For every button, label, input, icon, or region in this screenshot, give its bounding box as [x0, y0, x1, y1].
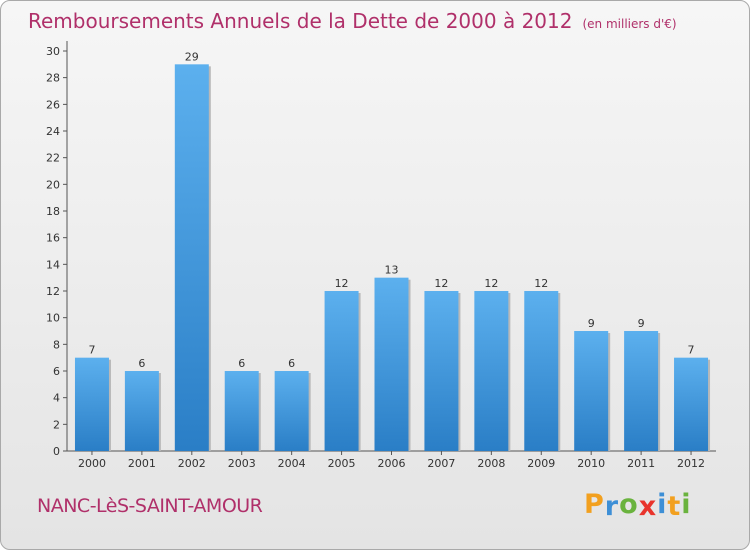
- y-tick-label: 16: [46, 232, 60, 245]
- y-tick-label: 0: [53, 445, 60, 458]
- y-tick-label: 14: [46, 258, 60, 271]
- data-label: 12: [484, 277, 498, 290]
- chart-title: Remboursements Annuels de la Dette de 20…: [28, 9, 573, 33]
- x-tick-label: 2006: [378, 457, 406, 470]
- y-tick-label: 8: [53, 338, 60, 351]
- data-label: 6: [288, 357, 295, 370]
- data-label: 7: [88, 344, 95, 357]
- y-tick-label: 26: [46, 98, 60, 111]
- x-tick-label: 2009: [527, 457, 555, 470]
- y-tick-label: 12: [46, 285, 60, 298]
- bar: [424, 291, 459, 451]
- bar: [474, 291, 509, 451]
- bar: [124, 371, 159, 451]
- y-tick-label: 24: [46, 125, 60, 138]
- bar: [174, 64, 209, 452]
- chart-title-block: Remboursements Annuels de la Dette de 20…: [28, 9, 677, 33]
- x-tick-label: 2001: [128, 457, 156, 470]
- chart-unit: (en milliers d'€): [582, 17, 677, 31]
- bar: [674, 357, 709, 451]
- x-tick-label: 2011: [627, 457, 655, 470]
- logo-letter: t: [667, 491, 682, 522]
- data-label: 12: [434, 277, 448, 290]
- logo-letter: x: [638, 491, 658, 522]
- bar: [74, 357, 109, 451]
- logo-letter: P: [584, 489, 605, 520]
- bar: [574, 331, 609, 451]
- bar: [624, 331, 659, 451]
- y-tick-label: 10: [46, 312, 60, 325]
- logo-letter: o: [619, 489, 639, 520]
- x-tick-label: 2008: [477, 457, 505, 470]
- x-tick-label: 2000: [78, 457, 106, 470]
- logo-letter: i: [657, 489, 668, 520]
- x-tick-label: 2005: [328, 457, 356, 470]
- y-tick-label: 20: [46, 178, 60, 191]
- data-label: 13: [385, 264, 399, 277]
- x-tick-label: 2007: [427, 457, 455, 470]
- x-tick-label: 2003: [228, 457, 256, 470]
- logo-letter: i: [681, 489, 692, 520]
- y-tick-label: 30: [46, 45, 60, 58]
- y-tick-label: 22: [46, 152, 60, 165]
- y-tick-label: 4: [53, 392, 60, 405]
- bar: [374, 277, 409, 451]
- bar: [324, 291, 359, 451]
- logo-letter: r: [604, 491, 620, 522]
- data-label: 9: [588, 317, 595, 330]
- x-tick-label: 2002: [178, 457, 206, 470]
- x-tick-label: 2010: [577, 457, 605, 470]
- bar: [524, 291, 559, 451]
- data-label: 29: [185, 50, 199, 63]
- data-label: 12: [335, 277, 349, 290]
- bar: [274, 371, 309, 451]
- x-tick-label: 2012: [677, 457, 705, 470]
- commune-name: NANC-LèS-SAINT-AMOUR: [37, 495, 263, 517]
- data-label: 7: [688, 344, 695, 357]
- y-tick-label: 18: [46, 205, 60, 218]
- data-label: 12: [534, 277, 548, 290]
- bar: [224, 371, 259, 451]
- data-label: 6: [238, 357, 245, 370]
- y-tick-label: 6: [53, 365, 60, 378]
- proxiti-logo[interactable]: Proxiti: [584, 489, 692, 522]
- data-label: 9: [638, 317, 645, 330]
- x-tick-label: 2004: [278, 457, 306, 470]
- data-label: 6: [138, 357, 145, 370]
- y-tick-label: 28: [46, 72, 60, 85]
- y-tick-label: 2: [53, 418, 60, 431]
